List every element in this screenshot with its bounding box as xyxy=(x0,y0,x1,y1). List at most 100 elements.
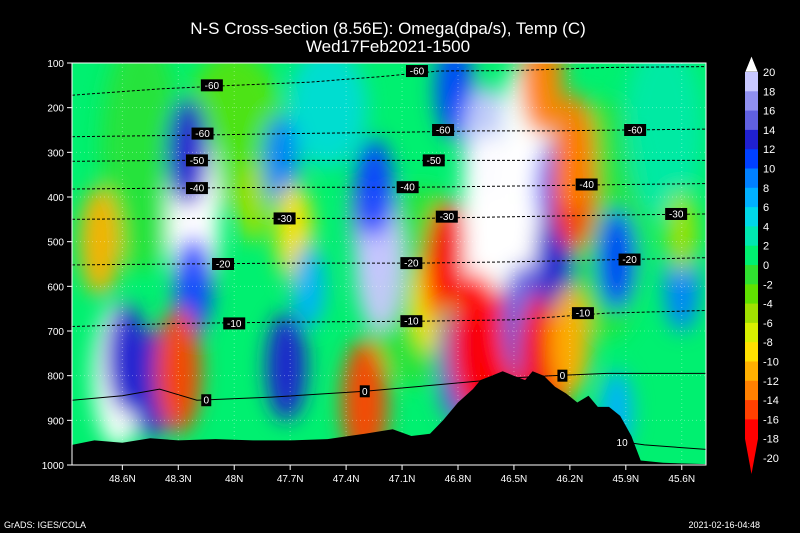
footer-left: GrADS: IGES/COLA xyxy=(4,520,87,530)
contour-label: -10 xyxy=(227,319,242,330)
contour-labels: -60 -60 -60 -60 -60 -50 -50 -40 -40 -40 -30 -30 -30 -… xyxy=(185,65,688,449)
contour-label: -20 xyxy=(404,259,419,270)
omega-cell xyxy=(520,63,564,136)
x-tick-label: 47.4N xyxy=(333,474,360,485)
y-tick-label: 200 xyxy=(47,104,64,115)
omega-cell xyxy=(167,97,209,207)
temperature-contour xyxy=(72,159,706,162)
contour-label-box xyxy=(571,307,594,320)
plot-frame xyxy=(71,62,707,466)
colorbar-swatch xyxy=(745,91,758,112)
contour-label-box xyxy=(618,253,641,266)
y-tick-label: 1000 xyxy=(42,461,65,472)
contour-label: -40 xyxy=(190,184,205,195)
contour-label: -30 xyxy=(440,212,455,223)
contour-label: 0 xyxy=(560,371,566,382)
contour-label-box xyxy=(359,385,370,398)
colorbar-swatch xyxy=(745,110,758,131)
colorbar-top-arrow xyxy=(744,55,759,73)
colorbar-swatch xyxy=(745,149,758,169)
y-tick-label: 700 xyxy=(47,327,64,338)
colorbar-swatch xyxy=(745,400,758,420)
colorbar-swatch xyxy=(745,72,758,92)
contour-label: -40 xyxy=(400,183,415,194)
omega-region xyxy=(287,63,368,168)
y-tick-label: 900 xyxy=(47,416,64,427)
omega-cell xyxy=(597,209,636,310)
omega-region xyxy=(623,63,704,220)
colorbar-label: -8 xyxy=(763,337,773,349)
colorbar-label: 20 xyxy=(763,67,775,79)
contour-label-box xyxy=(432,124,455,136)
colorbar-label: 10 xyxy=(763,164,775,176)
omega-cell xyxy=(266,312,307,422)
colorbar-label: -6 xyxy=(763,318,773,330)
x-tick-label: 46.2N xyxy=(557,474,584,485)
omega-region xyxy=(101,63,181,273)
contour-label-box xyxy=(396,181,419,194)
colorbar-swatch xyxy=(745,168,758,189)
contour-label: -40 xyxy=(579,180,594,191)
x-axis: 48.6N 48.3N 48N 47.7N 47.4N 47.1N 46.8N 46.5N 46… xyxy=(109,465,695,485)
contour-label-box xyxy=(422,154,445,167)
contour-label: 0 xyxy=(203,396,209,407)
y-tick-label: 400 xyxy=(47,193,64,204)
contour-label: -60 xyxy=(410,67,425,78)
contour-label-box xyxy=(435,210,458,223)
contour-label: 10 xyxy=(617,438,629,449)
contour-label: -50 xyxy=(427,156,442,167)
omega-cell xyxy=(236,160,270,243)
colorbar-label: 18 xyxy=(763,86,775,98)
colorbar-swatch xyxy=(745,187,758,208)
contour-label: -20 xyxy=(216,260,231,271)
contour-label: -50 xyxy=(190,156,205,167)
colorbar-swatch xyxy=(745,380,758,401)
footer-right: 2021-02-16-04:48 xyxy=(688,520,760,530)
contour-label-box xyxy=(223,317,246,330)
colorbar-label: -16 xyxy=(763,414,779,426)
colorbar-label: -12 xyxy=(763,376,779,388)
contour-label-box xyxy=(200,79,223,92)
colorbar-label: 2 xyxy=(763,241,769,253)
colorbar-label: 12 xyxy=(763,144,775,156)
colorbar: 20181614121086420-2-4-6-8-10-12-14-16-18… xyxy=(744,55,779,474)
omega-cell xyxy=(155,308,202,435)
colorbar-label: 14 xyxy=(763,125,775,137)
x-tick-label: 47.7N xyxy=(277,474,304,485)
contour-label-box xyxy=(665,207,688,220)
contour-label: -10 xyxy=(404,317,419,328)
colorbar-label: 0 xyxy=(763,260,769,272)
colorbar-swatch xyxy=(745,207,758,227)
omega-cell xyxy=(292,245,326,328)
omega-cell xyxy=(79,187,121,297)
colorbar-swatch xyxy=(745,303,758,324)
x-tick-label: 48N xyxy=(225,474,243,485)
colorbar-bottom-arrow xyxy=(745,438,758,474)
contour-label-box xyxy=(273,212,296,225)
contour-label: -60 xyxy=(205,81,220,92)
plot-area: -60 -60 -60 -60 -60 -50 -50 -40 -40 -40 -30 -30 -30 -… xyxy=(71,62,707,466)
contour-label-box xyxy=(212,258,235,270)
y-tick-label: 300 xyxy=(47,148,64,159)
colorbar-swatch xyxy=(745,361,758,382)
terrain xyxy=(72,371,706,465)
x-tick-label: 45.9N xyxy=(612,474,639,485)
colorbar-swatch xyxy=(745,284,758,305)
colorbar-label: 6 xyxy=(763,202,769,214)
omega-cell xyxy=(355,138,394,239)
contour-label-box xyxy=(400,315,423,328)
colorbar-swatch xyxy=(745,342,758,362)
temperature-contour xyxy=(72,310,706,327)
colorbar-swatch xyxy=(745,419,758,440)
contour-label: -30 xyxy=(277,214,292,225)
colorbar-label: -10 xyxy=(763,357,779,369)
x-tick-label: 48.3N xyxy=(165,474,192,485)
x-tick-label: 48.6N xyxy=(109,474,136,485)
temperature-contour xyxy=(72,183,706,190)
colorbar-label: -2 xyxy=(763,279,773,291)
contour-label: -60 xyxy=(436,126,451,137)
y-tick-label: 500 xyxy=(47,238,64,249)
contour-label: -10 xyxy=(576,309,591,320)
contour-label: -60 xyxy=(628,126,643,137)
